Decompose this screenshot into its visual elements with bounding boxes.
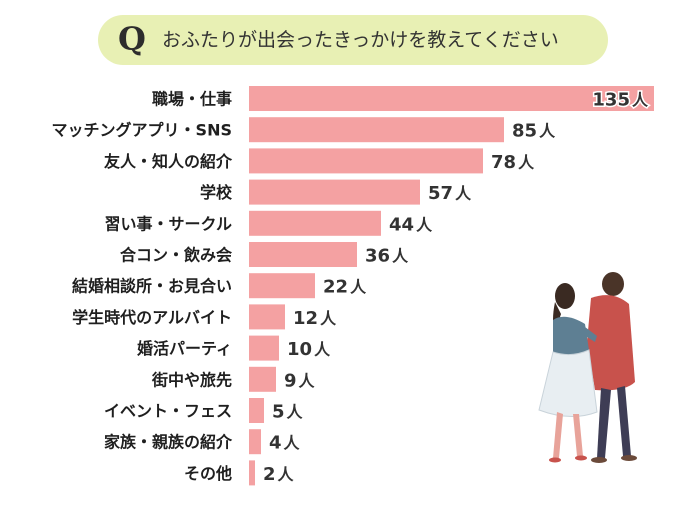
bar: [249, 148, 483, 174]
bar: [249, 242, 357, 267]
category-label: 学生時代のアルバイト: [72, 308, 232, 327]
value-labels: 135 人 85 人 78 人 57 人 44 人 36 人 22 人 12 人 10 人 9 人 5 人 4 人 2 人: [262, 88, 651, 486]
bar: [249, 210, 381, 236]
value-label: 85 人: [512, 121, 556, 142]
bars: [249, 86, 654, 486]
value-label: 135 人: [592, 90, 649, 111]
value-label: 57 人: [428, 183, 472, 204]
bar: [249, 460, 255, 486]
category-label: 友人・知人の紹介: [104, 152, 233, 171]
category-label: 学校: [200, 183, 233, 202]
value-label: 78 人: [491, 152, 535, 173]
bar: [249, 366, 276, 392]
couple-illustration: [538, 272, 637, 463]
value-label: 22 人: [323, 277, 367, 298]
bar: [249, 304, 285, 330]
question-text: おふたりが出会ったきっかけを教えてください: [162, 29, 559, 51]
category-label: 職場・仕事: [152, 90, 232, 109]
category-label: 合コン・飲み会: [120, 246, 232, 265]
bar: [249, 86, 654, 111]
bar: [249, 429, 261, 455]
bar: [249, 117, 504, 143]
category-label: その他: [184, 464, 232, 483]
category-label: 習い事・サークル: [104, 214, 232, 233]
category-label: 婚活パーティ: [137, 339, 232, 358]
value-label: 12 人: [293, 308, 337, 329]
value-label: 10 人: [287, 339, 331, 360]
category-label: 家族・親族の紹介: [104, 433, 233, 452]
bar: [249, 398, 264, 423]
question-mark: Q: [118, 20, 146, 58]
value-label: 36 人: [365, 246, 409, 267]
category-label: 街中や旅先: [151, 370, 232, 389]
question-banner: [98, 15, 608, 65]
category-label: マッチングアプリ・SNS: [52, 121, 232, 140]
category-label: イベント・フェス: [104, 402, 232, 421]
category-label: 結婚相談所・お見合い: [72, 277, 232, 296]
value-label: 44 人: [389, 214, 433, 235]
bar: [249, 335, 279, 361]
bar: [249, 273, 315, 299]
bar: [249, 179, 420, 205]
